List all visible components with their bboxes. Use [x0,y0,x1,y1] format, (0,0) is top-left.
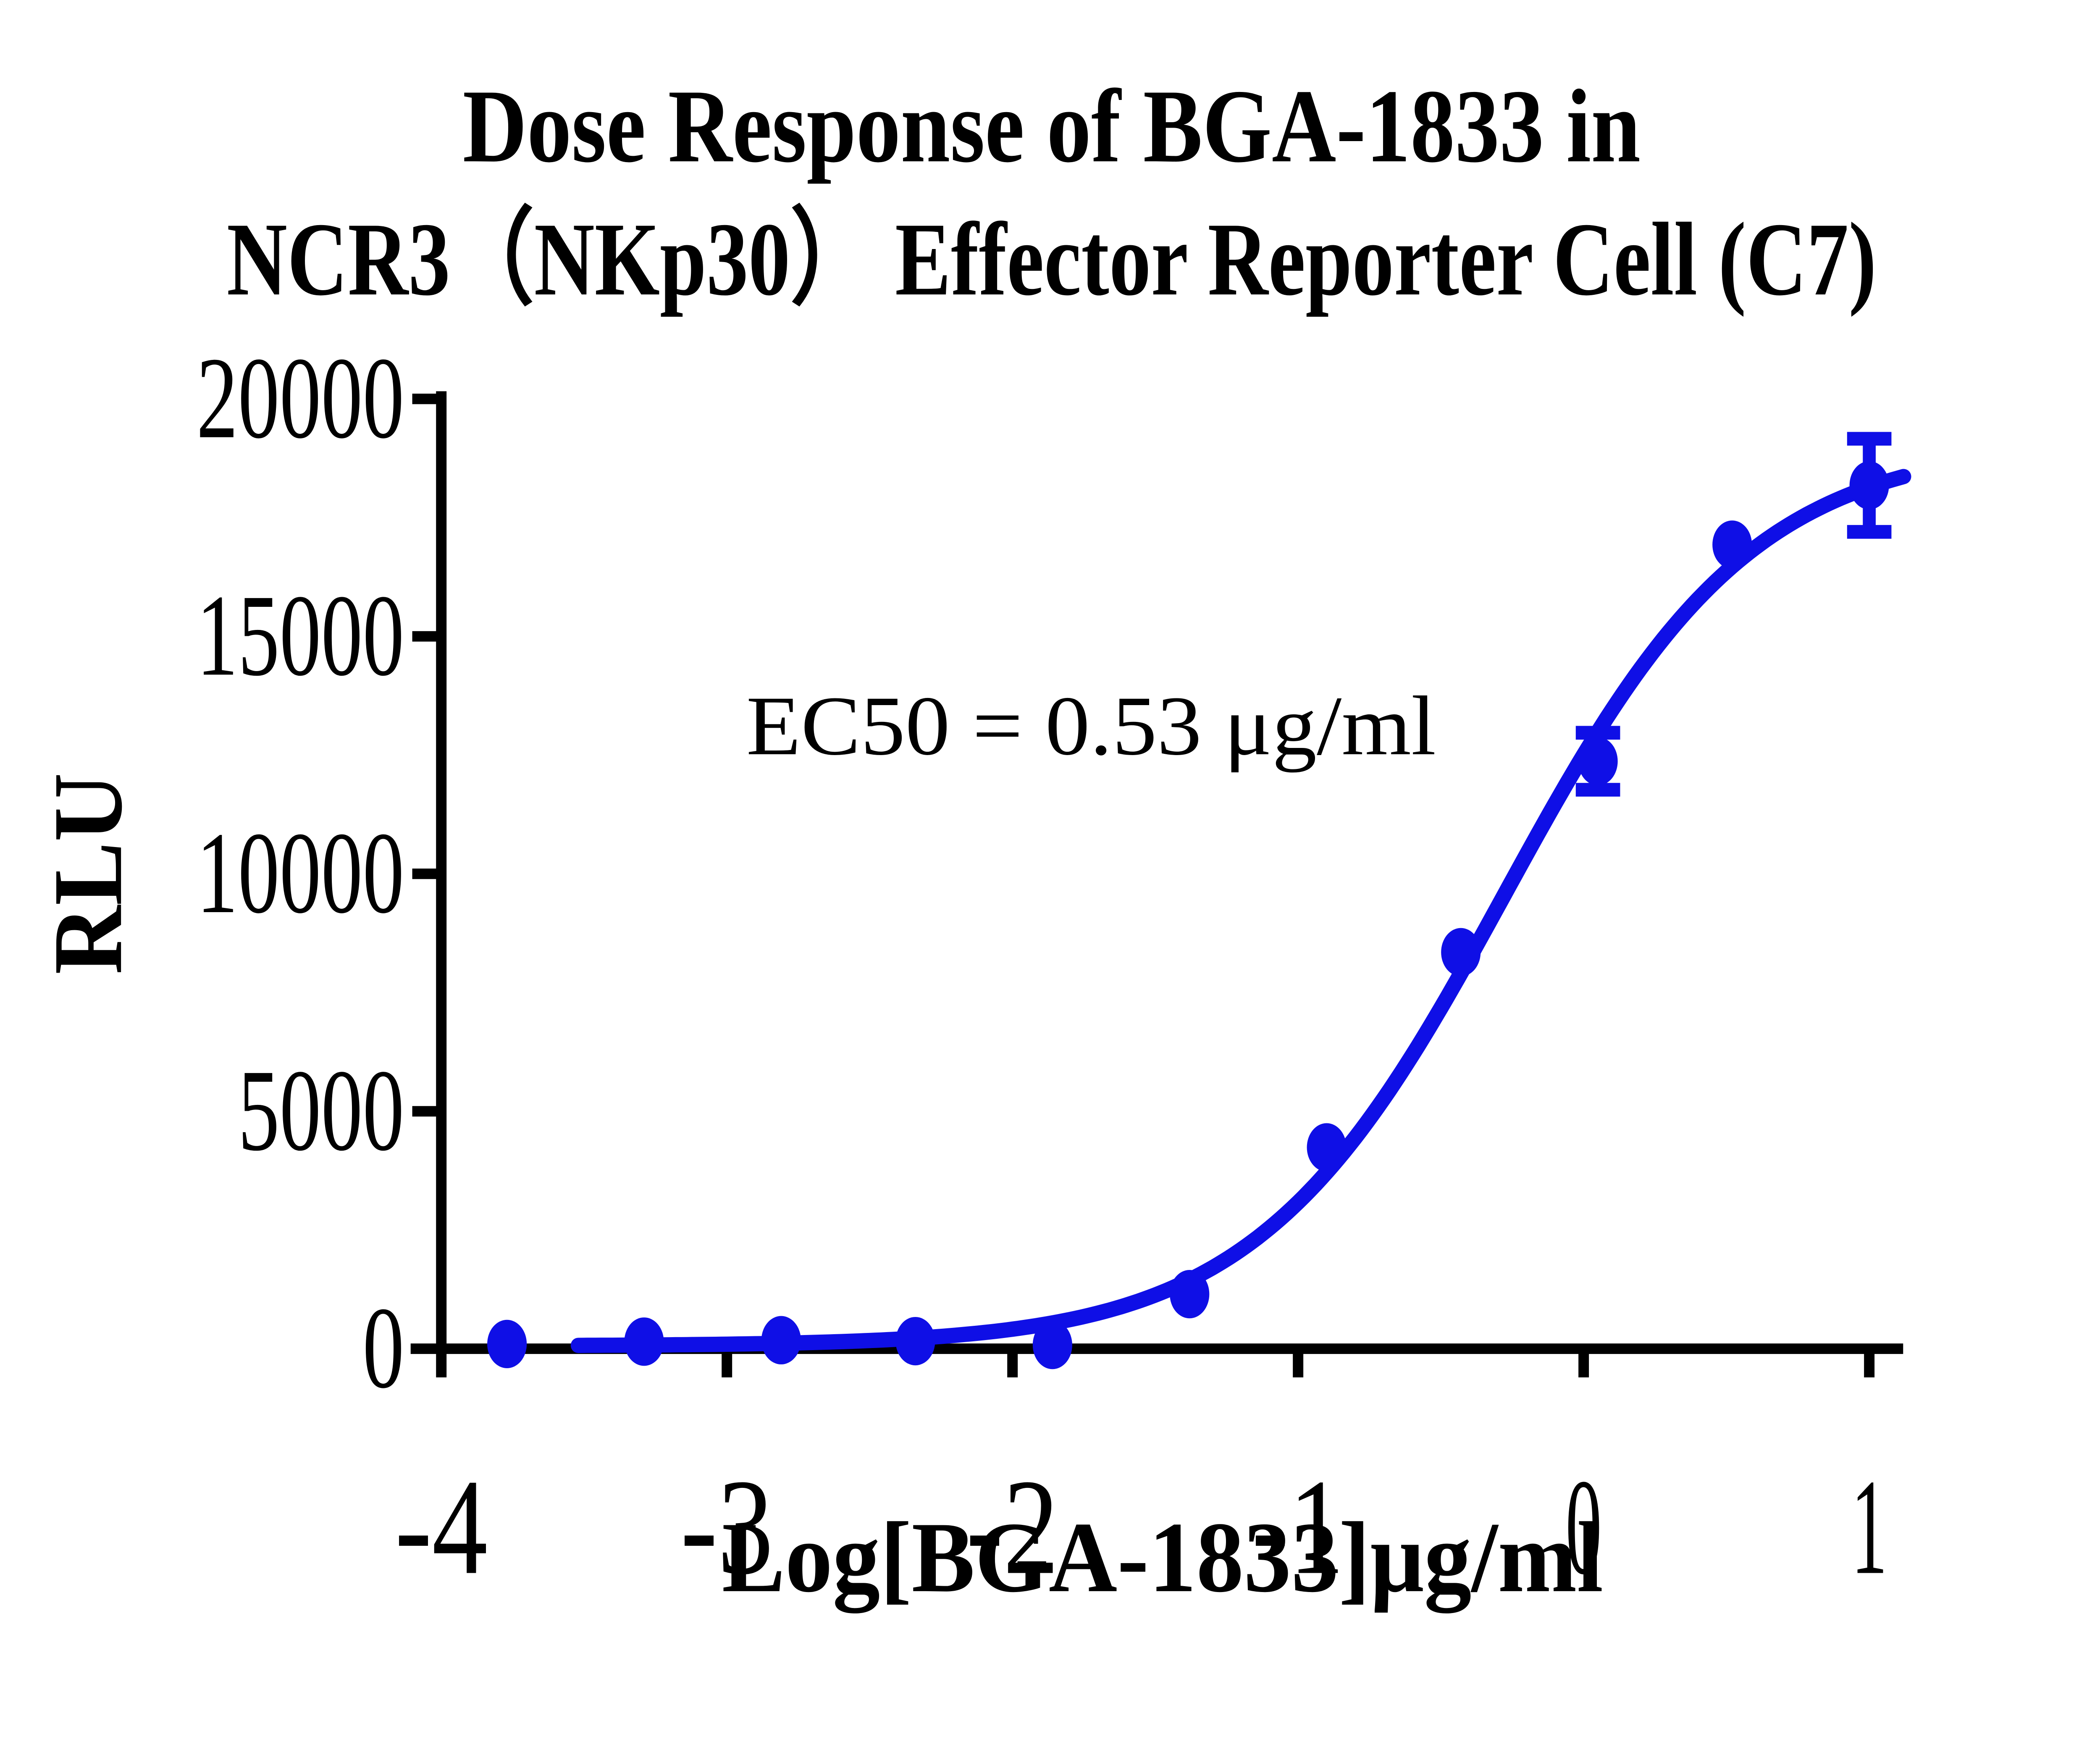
data-point-marker [624,1317,664,1366]
data-point-marker [1578,737,1618,786]
data-point-marker [1307,1123,1347,1172]
data-point-marker [487,1319,527,1368]
chart-title-line2: NCR3（NKp30） Effector Reporter Cell (C7) [227,201,1877,317]
x-tick-label: -4 [395,1451,488,1603]
data-point-marker [761,1316,801,1364]
y-tick-label: 5000 [238,1046,404,1175]
data-point-marker [895,1317,935,1366]
data-point-marker [1032,1320,1072,1369]
y-tick-label: 20000 [197,333,404,463]
chart-title-line1: Dose Response of BGA-1833 in [463,68,1641,184]
y-axis-label: RLU [33,773,142,974]
fit-curve [570,469,1911,1353]
y-axis-tick-labels: 0 5000 10000 15000 20000 [197,333,404,1413]
data-point-marker [1849,461,1889,510]
axes: 0 5000 10000 15000 20000 -4 -3 -2 -1 0 1 [197,333,1903,1603]
data-point-marker [1170,1270,1210,1319]
ec50-annotation: EC50 = 0.53 μg/ml [746,679,1436,773]
x-tick-label: 1 [1851,1451,1887,1603]
dose-response-chart: Dose Response of BGA-1833 in NCR3（NKp30）… [33,68,1911,1613]
data-point-marker [1441,928,1481,976]
x-tick-label: -2 [966,1451,1059,1603]
y-tick-label: 0 [362,1283,404,1413]
y-tick-label: 15000 [197,571,404,700]
x-axis-label: Log[BGA-1833]μg/ml [722,1501,1604,1613]
chart-title: Dose Response of BGA-1833 in NCR3（NKp30）… [227,68,1877,317]
x-tick-label: -3 [680,1451,773,1603]
x-axis-ticks [436,1348,1875,1377]
data-points [487,461,1889,1369]
y-axis-ticks [412,393,441,1117]
x-tick-label: -1 [1252,1451,1344,1603]
x-axis-tick-labels: -4 -3 -2 -1 0 1 [395,1451,1887,1603]
data-point-marker [1712,520,1752,569]
dose-response-figure: Dose Response of BGA-1833 in NCR3（NKp30）… [33,68,1911,1613]
x-tick-label: 0 [1565,1451,1601,1603]
y-tick-label: 10000 [197,808,404,938]
